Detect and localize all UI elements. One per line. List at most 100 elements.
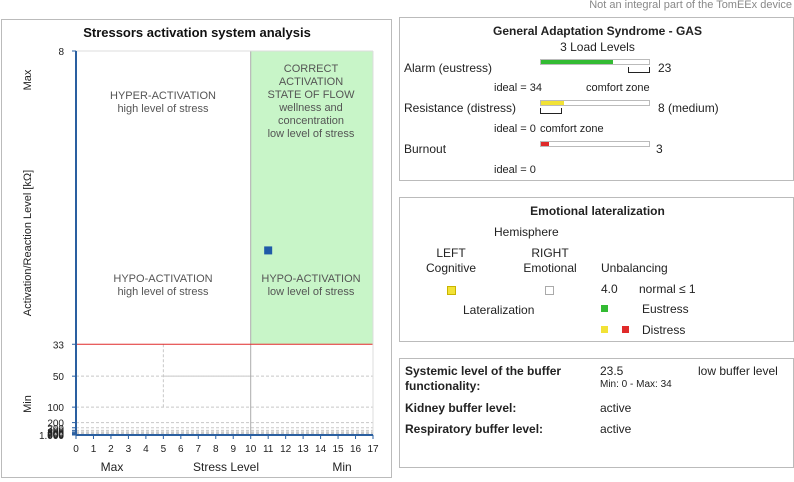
hemisphere-label: Hemisphere — [494, 225, 559, 239]
burnout-label: Burnout — [404, 142, 447, 156]
burnout-bar — [540, 141, 650, 147]
x-tick-label: 3 — [126, 444, 132, 455]
buffer-panel: Systemic level of the buffer functionali… — [399, 358, 794, 468]
x-tick-label: 2 — [108, 444, 114, 455]
y-tick-label: 700 — [47, 430, 64, 441]
resistance-comfort-bracket — [540, 108, 562, 114]
y-axis-label: Activation/Reaction Level [kΩ] — [22, 170, 34, 316]
resistance-bar — [540, 100, 650, 106]
alarm-label: Alarm (eustress) — [404, 61, 493, 75]
y-tick-label: 33 — [53, 340, 65, 351]
right-label: RIGHT — [531, 246, 569, 260]
unbalancing-value: 4.0 — [601, 282, 618, 296]
gas-subtitle: 3 Load Levels — [560, 40, 635, 54]
x-tick-label: 17 — [367, 444, 379, 455]
burnout-value: 3 — [656, 142, 663, 156]
x-tick-label: 12 — [280, 444, 292, 455]
zone-flow-text: low level of stress — [268, 128, 355, 140]
y-max-label: Max — [22, 69, 34, 90]
lateralization-panel: Emotional lateralization Hemisphere LEFT… — [399, 197, 794, 342]
zone-hypo-high-text: HYPO-ACTIVATION — [113, 273, 212, 285]
eustress-green-swatch — [601, 305, 608, 312]
x-tick-label: 8 — [213, 444, 219, 455]
y-tick-label: 50 — [53, 372, 65, 383]
x-tick-label: 13 — [298, 444, 310, 455]
burnout-ideal: ideal = 0 — [494, 164, 536, 176]
zone-flow-text: concentration — [278, 115, 344, 127]
zone-flow-text: ACTIVATION — [279, 76, 343, 88]
resistance-bar-fill — [541, 101, 564, 105]
x-tick-label: 5 — [161, 444, 167, 455]
flow-zone — [250, 51, 373, 345]
zone-flow-text: wellness and — [278, 102, 343, 114]
y-tick-label: 600 — [47, 429, 64, 440]
chart-title: Stressors activation system analysis — [83, 25, 311, 40]
x-tick-label: 6 — [178, 444, 184, 455]
x-max-label: Max — [101, 460, 124, 474]
kidney-value: active — [600, 401, 632, 415]
x-axis-label: Stress Level — [193, 460, 259, 474]
x-tick-label: 1 — [91, 444, 97, 455]
lateralization-label: Lateralization — [463, 303, 535, 317]
zone-flow-text: STATE OF FLOW — [268, 89, 356, 101]
eustress-label: Eustress — [642, 302, 689, 316]
x-tick-label: 16 — [350, 444, 362, 455]
x-tick-label: 15 — [332, 444, 344, 455]
y-tick-label: 800 — [47, 430, 64, 441]
zone-hypo-low-text: HYPO-ACTIVATION — [261, 273, 360, 285]
device-note: Not an integral part of the TomEEx devic… — [589, 0, 792, 11]
resistance-value: 8 (medium) — [658, 101, 719, 115]
zone-flow-text: CORRECT — [284, 63, 339, 75]
alarm-bar-fill — [541, 60, 614, 64]
x-tick-label: 14 — [315, 444, 327, 455]
resistance-ideal: ideal = 0 — [494, 123, 536, 135]
x-tick-label: 4 — [143, 444, 149, 455]
unbalancing-normal: normal ≤ 1 — [639, 282, 696, 296]
alarm-comfort-zone: comfort zone — [586, 82, 650, 94]
right-sub-label: Emotional — [523, 261, 577, 275]
distress-red-swatch — [622, 326, 629, 333]
alarm-bar — [540, 59, 650, 65]
zone-hyper-activation-text: HYPER-ACTIVATION — [110, 90, 216, 102]
left-label: LEFT — [436, 246, 466, 260]
y-tick-label: 400 — [47, 426, 64, 437]
zone-hyper-activation-text: high level of stress — [117, 103, 209, 115]
alarm-value: 23 — [658, 61, 672, 75]
x-tick-label: 7 — [196, 444, 202, 455]
lateralization-title: Emotional lateralization — [530, 204, 665, 218]
y-min-label: Min — [22, 395, 34, 413]
respiratory-label: Respiratory buffer level: — [405, 422, 544, 436]
left-indicator — [447, 286, 456, 295]
y-tick-label: 100 — [47, 403, 64, 414]
resistance-comfort-zone: comfort zone — [540, 123, 604, 135]
y-tick-label: 200 — [47, 419, 64, 430]
systemic-label-line1: Systemic level of the buffer — [405, 364, 562, 378]
x-tick-label: 10 — [245, 444, 257, 455]
distress-label: Distress — [642, 323, 686, 337]
stressors-chart: Stressors activation system analysis 8 33 5… — [22, 25, 379, 474]
y-tick-label: 8 — [58, 47, 64, 58]
systemic-range: Min: 0 - Max: 34 — [600, 379, 672, 390]
x-tick-label: 9 — [230, 444, 236, 455]
y-tick-label: 1.000 — [39, 431, 64, 442]
systemic-label-line2: functionality: — [405, 379, 481, 393]
zone-hypo-high-text: high level of stress — [117, 286, 209, 298]
zone-hypo-low-text: low level of stress — [268, 286, 355, 298]
unbalancing-label: Unbalancing — [601, 261, 668, 275]
systemic-value: 23.5 — [600, 364, 624, 378]
respiratory-value: active — [600, 422, 632, 436]
x-tick-label: 0 — [73, 444, 79, 455]
burnout-bar-fill — [541, 142, 549, 146]
y-tick-label: 900 — [47, 431, 64, 442]
gas-panel: General Adaptation Syndrome - GAS 3 Load… — [399, 17, 794, 181]
distress-yellow-swatch — [601, 326, 608, 333]
y-tick-label: 300 — [47, 424, 64, 435]
right-indicator — [545, 286, 554, 295]
alarm-ideal: ideal = 34 — [494, 82, 543, 94]
kidney-label: Kidney buffer level: — [405, 401, 517, 415]
x-tick-label: 11 — [263, 444, 274, 455]
gas-title: General Adaptation Syndrome - GAS — [493, 24, 702, 38]
data-point — [264, 246, 273, 255]
resistance-label: Resistance (distress) — [404, 101, 517, 115]
left-sub-label: Cognitive — [425, 261, 477, 275]
